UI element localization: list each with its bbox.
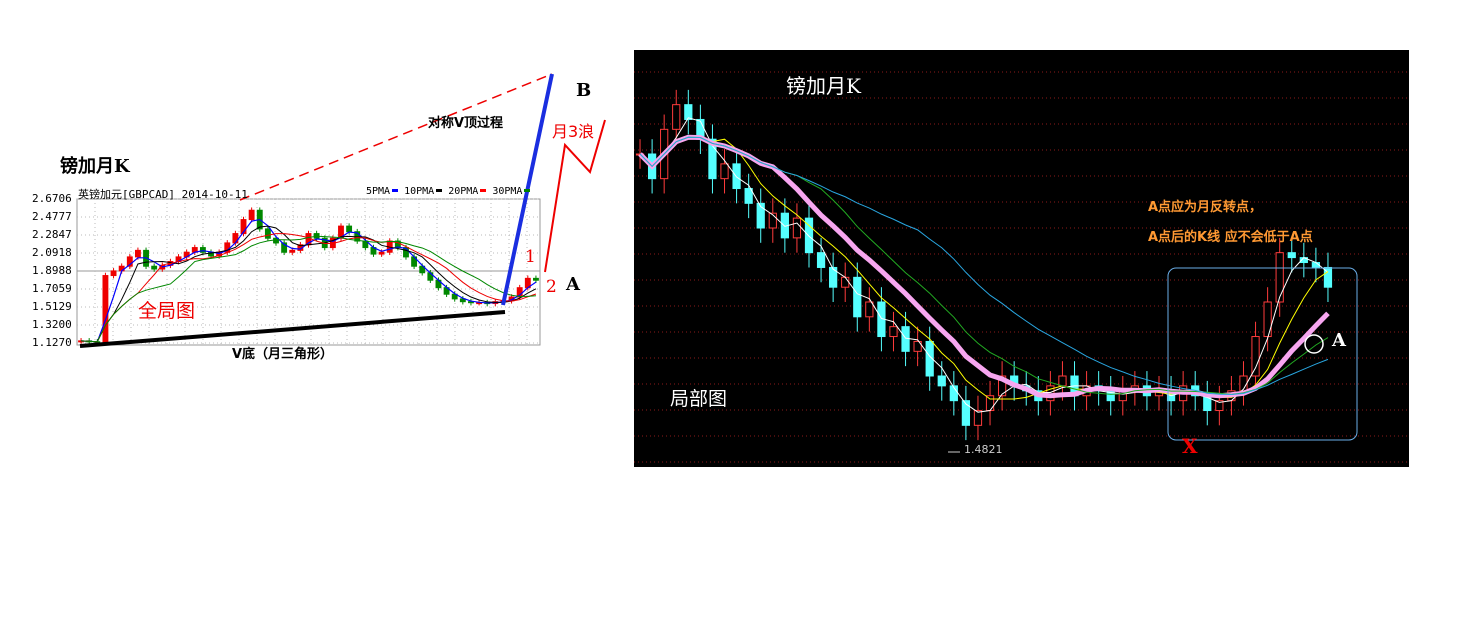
candle <box>865 301 874 318</box>
ma-line-3 <box>81 218 537 343</box>
v-bottom-label: V底（月三角形） <box>232 347 334 362</box>
candle <box>403 247 409 258</box>
wave-label: 月3浪 <box>552 122 595 141</box>
symmetric-dashed-line <box>239 73 553 201</box>
candle <box>937 375 946 387</box>
candle <box>841 276 850 288</box>
candle <box>816 252 826 268</box>
candle <box>708 138 717 180</box>
y-tick-label: 1.7059 <box>32 282 72 295</box>
candle <box>1287 252 1296 259</box>
y-tick-label: 1.5129 <box>32 300 72 313</box>
candle <box>720 163 729 180</box>
note-line-2: A点后的K线 应不会低于A点 <box>1148 230 1313 245</box>
note-line-1: A点应为月反转点， <box>1148 200 1263 215</box>
ma-line-12 <box>81 235 536 343</box>
candle <box>889 326 898 338</box>
candle <box>829 266 838 288</box>
candle <box>419 265 426 274</box>
y-tick-label: 2.4777 <box>32 210 72 223</box>
candle <box>961 400 971 426</box>
ma-line-10 <box>638 134 1330 399</box>
low-price-label: 1.4821 <box>964 443 1003 456</box>
candle <box>1275 252 1284 303</box>
candle <box>281 242 288 253</box>
legend-item: 20PMA <box>448 186 492 197</box>
candle <box>997 375 1007 397</box>
candle <box>273 237 279 244</box>
overview-label: 全局图 <box>138 300 196 322</box>
point-x-label: X <box>1182 434 1198 458</box>
candle <box>792 217 802 239</box>
ma-line-14 <box>639 136 1329 395</box>
chart-header: 英镑加元[GBPCAD] 2014-10-11 <box>78 188 248 201</box>
candle <box>853 276 862 318</box>
y-tick-label: 2.6706 <box>32 192 72 205</box>
left-title: 镑加月K <box>60 156 130 177</box>
local-label: 局部图 <box>670 388 728 410</box>
y-tick-label: 1.1270 <box>32 336 72 349</box>
symmetric-label: 对称V顶过程 <box>428 116 504 131</box>
candle <box>985 395 995 412</box>
candle <box>199 247 206 253</box>
candle <box>346 225 353 233</box>
candle <box>913 340 922 352</box>
candle <box>744 188 753 204</box>
y-tick-label: 2.2847 <box>32 228 72 241</box>
overview-chart <box>76 73 606 348</box>
candle <box>110 270 117 277</box>
point-b-label: B <box>576 80 592 101</box>
ma-line-24 <box>639 136 1329 396</box>
candle <box>1323 266 1333 288</box>
candle <box>804 217 814 254</box>
plot-frame <box>76 198 541 346</box>
candle <box>126 256 133 267</box>
candle <box>468 301 474 304</box>
right-title: 镑加月K <box>786 74 861 98</box>
y-tick-label: 2.0918 <box>32 246 72 259</box>
candle <box>672 104 681 130</box>
point-a-label: A <box>566 274 580 295</box>
candle <box>925 340 934 377</box>
candle <box>378 251 385 255</box>
candle <box>151 265 158 270</box>
wave-1-label: 1 <box>525 247 536 267</box>
candle <box>248 209 255 221</box>
candle <box>973 410 983 426</box>
y-tick-label: 1.8988 <box>32 264 72 277</box>
candle <box>756 202 765 229</box>
legend-item: 5PMA <box>366 186 404 197</box>
focus-box <box>1167 267 1358 441</box>
candle <box>1215 400 1224 412</box>
local-chart: 镑加月K 局部图 A点应为月反转点， A点后的K线 应不会低于A点 1.4821… <box>634 50 1409 467</box>
candle <box>768 212 777 229</box>
y-tick-label: 1.3200 <box>32 318 72 331</box>
candle <box>240 219 247 235</box>
candle <box>1263 301 1272 338</box>
candle <box>102 275 109 344</box>
point-a-circle <box>1304 334 1324 354</box>
candle <box>338 225 344 239</box>
ma-line-3 <box>639 117 1329 413</box>
candle <box>533 277 539 281</box>
v-bottom-trendline <box>79 310 506 348</box>
candle <box>264 228 271 239</box>
legend-item: 30PMA <box>492 186 536 197</box>
candle <box>289 249 296 253</box>
candle <box>134 249 141 258</box>
candle <box>1251 336 1260 377</box>
legend-item: 10PMA <box>404 186 448 197</box>
candle <box>684 104 693 120</box>
point-a-label: A <box>1332 330 1346 351</box>
wave-zigzag <box>544 119 606 273</box>
legend: 5PMA 10PMA 20PMA 30PMA <box>366 186 536 197</box>
candle <box>1058 375 1067 387</box>
wave-2-label: 2 <box>546 277 557 297</box>
ma-line-5 <box>81 225 537 343</box>
